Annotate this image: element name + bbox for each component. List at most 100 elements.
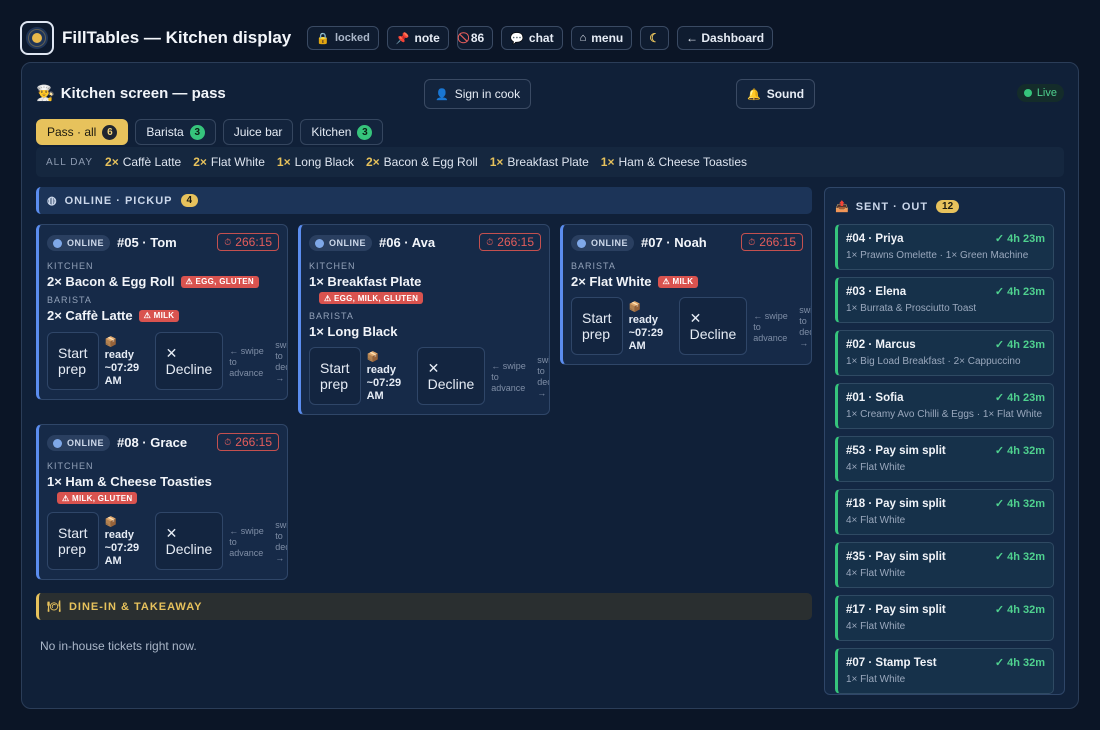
online-tag: ONLINE [309, 235, 373, 251]
station-label: KITCHEN [47, 261, 94, 271]
chat-button[interactable]: 💬 chat [501, 26, 563, 50]
lock-icon: 🔒 [316, 32, 330, 45]
logo-icon [20, 21, 54, 55]
swipe-hint: switodec→ [275, 340, 288, 383]
start-prep-button[interactable]: Start prep [571, 297, 623, 355]
ticket-timer: ⏱ 266:15 [741, 233, 803, 251]
all-day-item: 1× Breakfast Plate [489, 155, 589, 169]
online-pickup-section: ◍ ONLINE · PICKUP 4 [36, 187, 812, 214]
count-badge: 12 [936, 200, 960, 213]
ticket-title: #05 · Tom [117, 235, 177, 250]
ticket-timer: ⏱ 266:15 [217, 233, 279, 251]
sent-ticket[interactable]: #07 · Stamp Test ✓ 4h 32m 1× Flat White [835, 648, 1054, 694]
sign-in-cook-button[interactable]: 👤 Sign in cook [424, 79, 532, 109]
theme-toggle-button[interactable]: ☾ [640, 26, 670, 50]
all-day-item: 1× Long Black [276, 155, 354, 169]
decline-button[interactable]: ✕ Decline [154, 332, 224, 390]
filter-pass-all[interactable]: Pass · all 6 [36, 119, 129, 145]
note-button[interactable]: 📌 note [386, 26, 449, 50]
allergen-badge: ⚠ MILK, GLUTEN [57, 492, 138, 504]
allergen-badge: ⚠ MILK [657, 275, 699, 288]
ticket-timer: ⏱ 266:15 [479, 233, 541, 251]
all-day-summary: ALL DAY 2× Caffè Latte 2× Flat White 1× Lon… [36, 147, 1064, 177]
stopwatch-icon: ⏱ [224, 236, 232, 247]
allergen-badge: ⚠ EGG, GLUTEN [180, 275, 259, 288]
ticket-item: 1× Long Black [309, 324, 398, 339]
sent-ticket[interactable]: #02 · Marcus ✓ 4h 23m 1× Big Load Breakfas… [835, 330, 1054, 376]
sent-ticket[interactable]: #17 · Pay sim split ✓ 4h 32m 4× Flat White [835, 595, 1054, 641]
globe-icon: ◍ [47, 195, 58, 207]
globe-icon [577, 238, 586, 248]
outbox-icon: 📤 [835, 201, 850, 213]
swipe-hint: ← swipe to advance [491, 360, 526, 393]
close-icon: ✕ [689, 310, 702, 326]
sent-ticket[interactable]: #01 · Sofia ✓ 4h 23m 1× Creamy Avo Chilli … [835, 383, 1054, 429]
chat-label: chat [528, 31, 554, 45]
close-icon: ✕ [427, 360, 440, 376]
sent-ticket[interactable]: #04 · Priya ✓ 4h 23m 1× Prawns Omelette · … [835, 224, 1054, 270]
allergen-badge: ⚠ MILK [138, 309, 180, 322]
station-label: KITCHEN [47, 461, 94, 471]
locked-button[interactable]: 🔒 locked [307, 26, 379, 50]
sent-ticket[interactable]: #35 · Pay sim split ✓ 4h 32m 4× Flat White [835, 542, 1054, 588]
station-label: BARISTA [47, 295, 92, 305]
start-prep-button[interactable]: Start prep [309, 347, 361, 405]
menu-button[interactable]: ⌂ menu [570, 26, 633, 50]
stopwatch-icon: ⏱ [748, 236, 756, 247]
start-prep-button[interactable]: Start prep [47, 512, 99, 570]
sent-ticket[interactable]: #03 · Elena ✓ 4h 23m 1× Burrata & Prosciut… [835, 277, 1054, 323]
ticket-title: #06 · Ava [379, 235, 436, 250]
filter-kitchen[interactable]: Kitchen 3 [300, 119, 384, 145]
ticket-item: 2× Caffè Latte ⚠ MILK [47, 308, 180, 323]
decline-button[interactable]: ✕ Decline [678, 297, 748, 355]
live-badge: Live [1016, 84, 1064, 102]
ready-time: 📦 ready ~07:29 AM [629, 297, 675, 357]
globe-icon [53, 438, 62, 448]
eighty-six-button[interactable]: ⃠ 86 [456, 26, 494, 50]
count-badge: 4 [180, 194, 199, 207]
ticket-item: 2× Bacon & Egg Roll ⚠ EGG, GLUTEN [47, 274, 259, 289]
ticket-card[interactable]: ONLINE #06 · Ava ⏱ 266:15 KITCHEN 1× Brea… [298, 224, 550, 415]
live-dot-icon [1023, 89, 1032, 97]
pin-icon: 📌 [395, 32, 410, 45]
ticket-item: 1× Breakfast Plate [309, 274, 422, 289]
dine-in-takeaway-section: 🍽 DINE-IN & TAKEAWAY [36, 593, 812, 620]
dashboard-button[interactable]: ← Dashboard [677, 26, 774, 50]
package-icon: 📦 [104, 517, 118, 528]
station-label: BARISTA [309, 311, 354, 321]
user-icon: 👤 [435, 88, 449, 101]
sound-button[interactable]: 🔔 Sound [736, 79, 816, 109]
count-badge: 3 [189, 124, 205, 140]
package-icon: 📦 [366, 352, 380, 363]
close-icon: ✕ [165, 525, 178, 541]
ticket-card[interactable]: ONLINE #07 · Noah ⏱ 266:15 BARISTA 2× Fla… [560, 224, 812, 365]
all-day-label: ALL DAY [46, 156, 94, 168]
all-day-item: 2× Flat White [193, 155, 265, 169]
home-icon: ⌂ [579, 32, 587, 44]
count-badge: 3 [357, 124, 373, 140]
allergen-badge: ⚠ EGG, MILK, GLUTEN [319, 292, 424, 304]
swipe-hint: switodec→ [537, 355, 550, 398]
stopwatch-icon: ⏱ [224, 436, 232, 447]
ticket-timer: ⏱ 266:15 [217, 433, 279, 451]
plate-icon: 🍽 [47, 601, 62, 613]
ticket-card[interactable]: ONLINE #05 · Tom ⏱ 266:15 KITCHEN 2× Baco… [36, 224, 288, 400]
ticket-card[interactable]: ONLINE #08 · Grace ⏱ 266:15 KITCHEN 1× Ha… [36, 424, 288, 580]
sent-ticket[interactable]: #53 · Pay sim split ✓ 4h 32m 4× Flat White [835, 436, 1054, 482]
all-day-item: 1× Ham & Cheese Toasties [600, 155, 747, 169]
sent-out-panel: 📤 SENT · OUT 12 #04 · Priya ✓ 4h 23m 1× Pr… [824, 187, 1065, 695]
eighty-six-label: 86 [470, 31, 485, 45]
menu-label: menu [591, 31, 624, 45]
decline-button[interactable]: ✕ Decline [416, 347, 486, 405]
filter-barista[interactable]: Barista 3 [135, 119, 216, 145]
filter-juice-bar[interactable]: Juice bar [222, 119, 294, 145]
moon-icon: ☾ [649, 31, 661, 45]
sent-ticket[interactable]: #18 · Pay sim split ✓ 4h 32m 4× Flat White [835, 489, 1054, 535]
online-tag: ONLINE [47, 235, 111, 251]
panel-header: 👨‍🍳 Kitchen screen — pass 👤 Sign in cook … [36, 79, 1064, 109]
start-prep-button[interactable]: Start prep [47, 332, 99, 390]
all-day-item: 2× Bacon & Egg Roll [365, 155, 478, 169]
swipe-hint: ← swipe to advance [229, 525, 264, 558]
decline-button[interactable]: ✕ Decline [154, 512, 224, 570]
note-label: note [414, 31, 440, 45]
